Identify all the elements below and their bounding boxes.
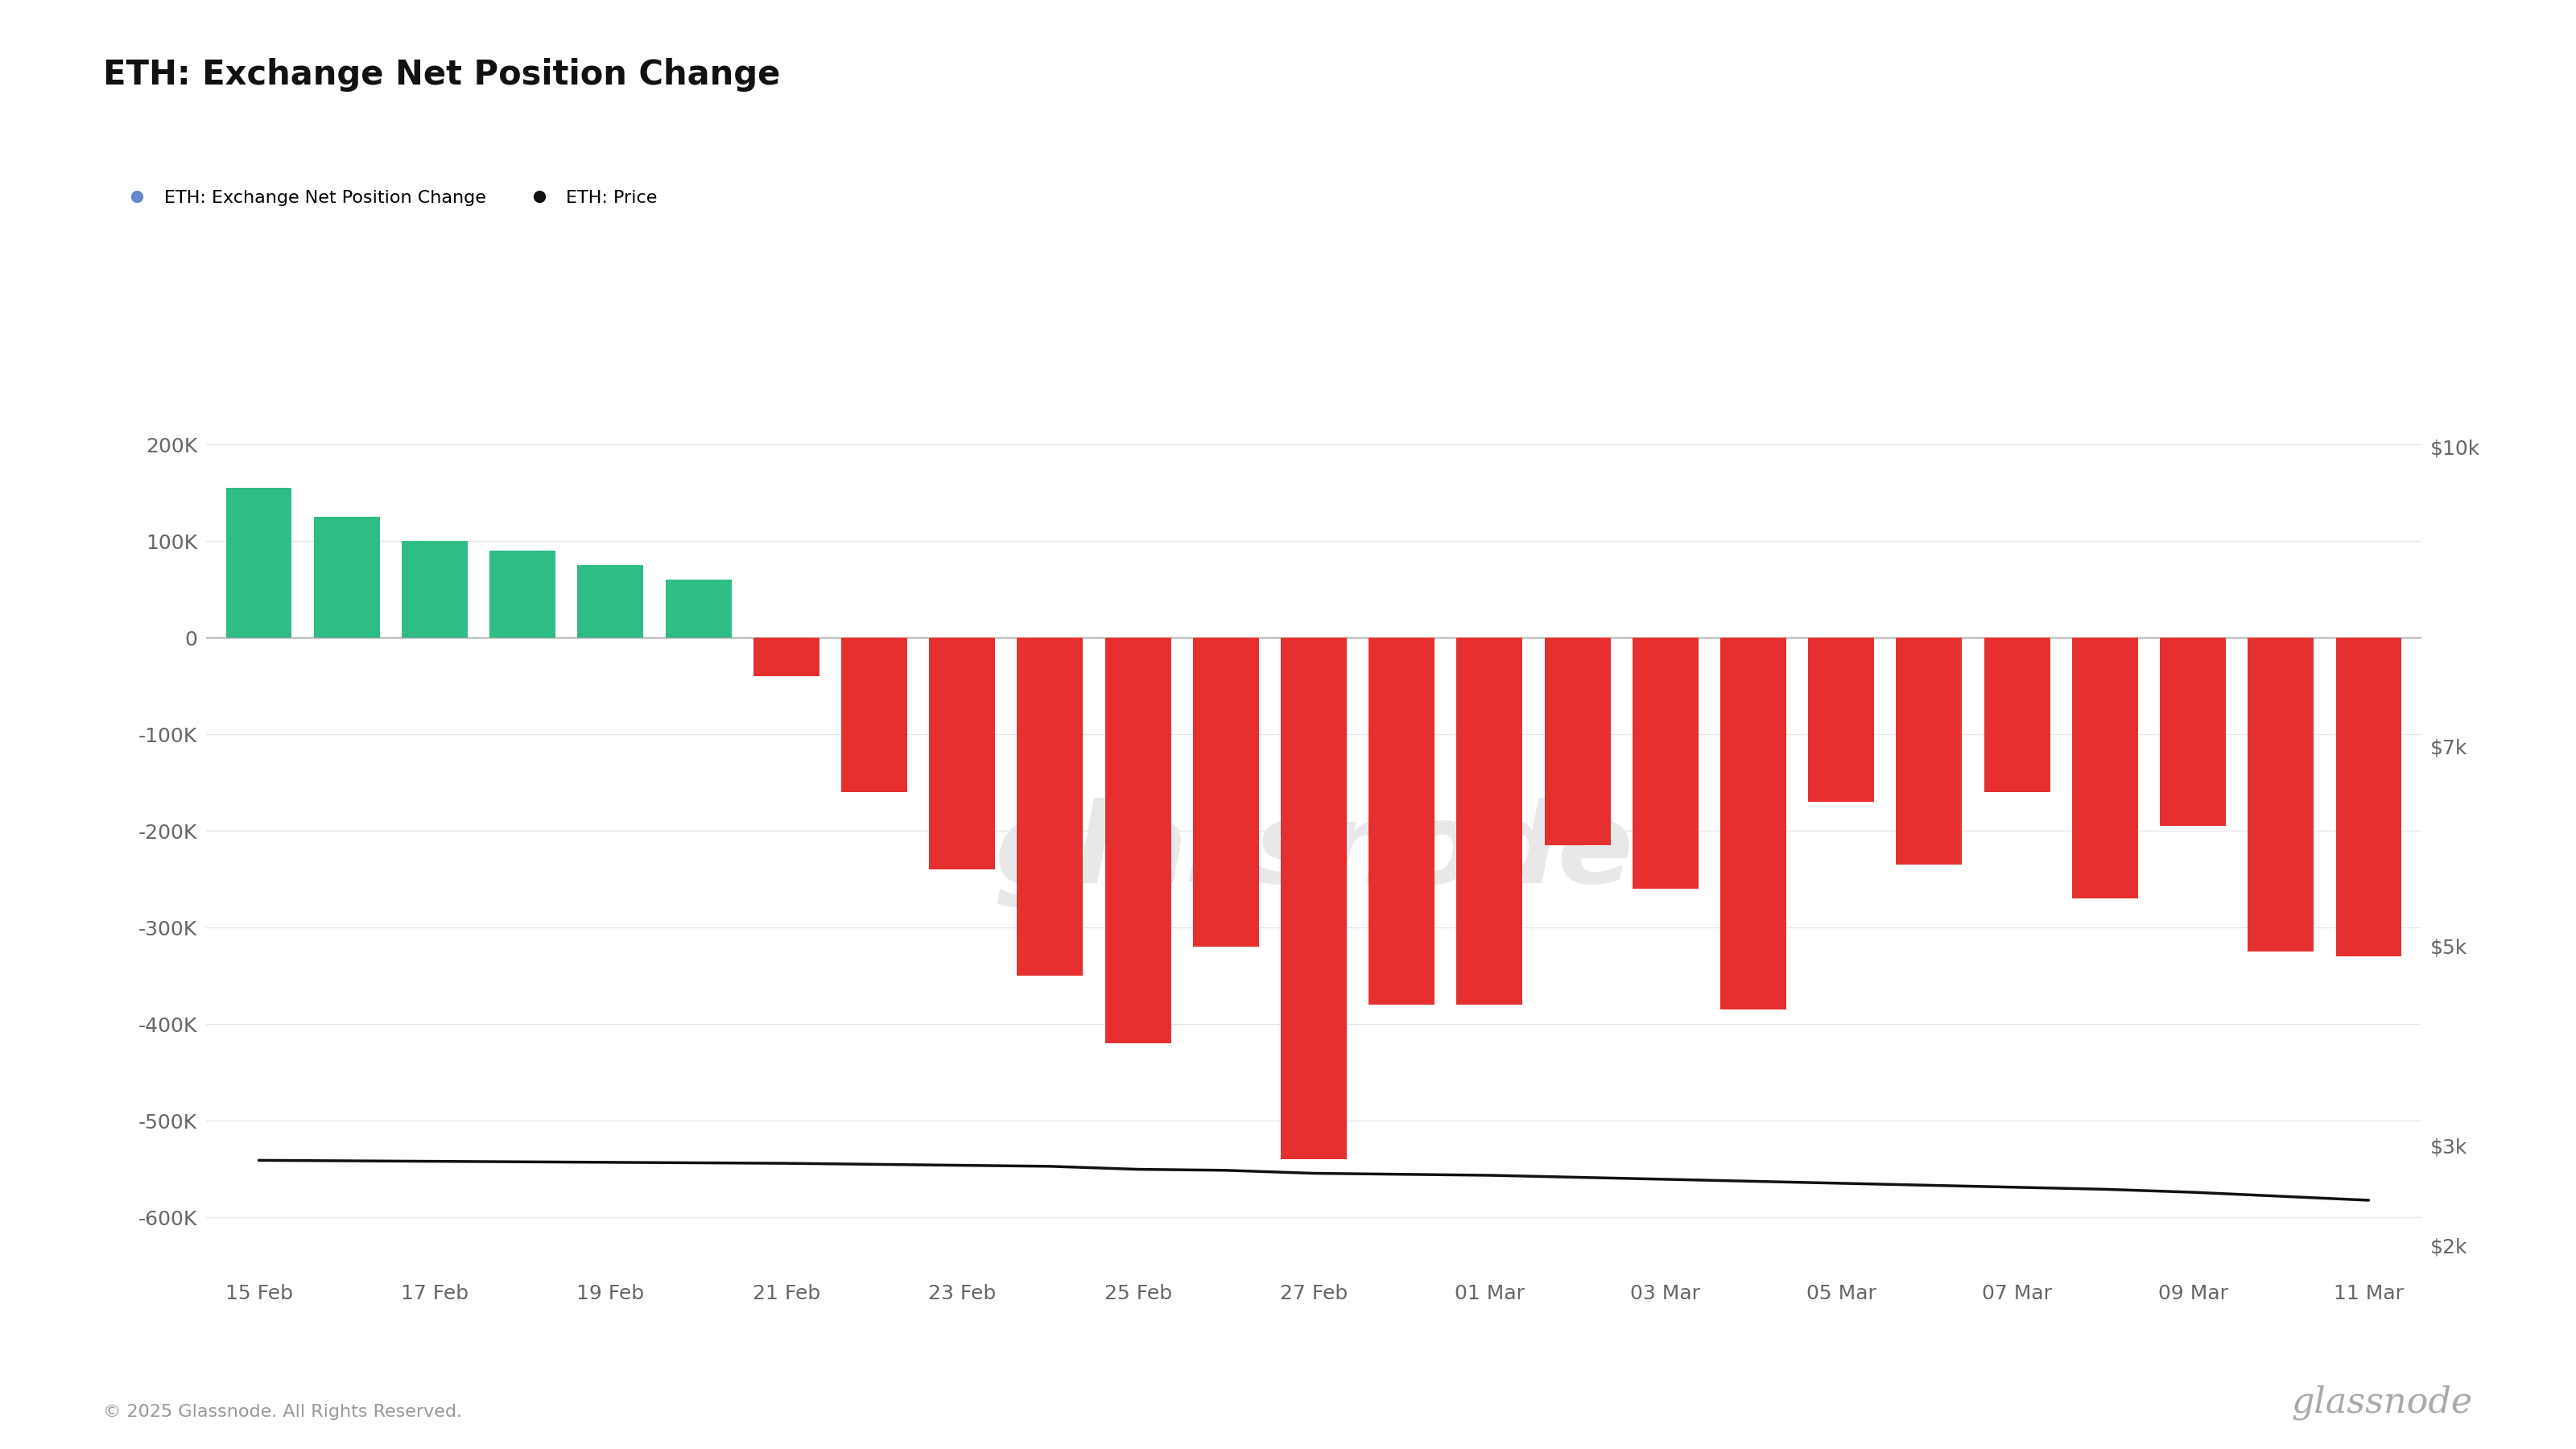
Bar [1633, 638, 1698, 888]
Text: glassnode: glassnode [2293, 1385, 2473, 1420]
Bar [1808, 638, 1875, 801]
Text: glassnode: glassnode [994, 798, 1633, 907]
Text: © 2025 Glassnode. All Rights Reserved.: © 2025 Glassnode. All Rights Reserved. [103, 1404, 461, 1420]
Bar [752, 638, 819, 677]
Bar [1546, 638, 1610, 845]
Bar [2071, 638, 2138, 898]
Bar [1455, 638, 1522, 1004]
Bar [489, 551, 556, 638]
Bar [1984, 638, 2050, 793]
Bar [930, 638, 994, 869]
Bar [1105, 638, 1172, 1043]
Bar [665, 580, 732, 638]
Bar [2336, 638, 2401, 956]
Bar [577, 565, 644, 638]
Bar [2249, 638, 2313, 952]
Bar [402, 540, 469, 638]
Bar [314, 517, 379, 638]
Bar [1193, 638, 1260, 946]
Bar [2159, 638, 2226, 826]
Legend: ETH: Exchange Net Position Change, ETH: Price: ETH: Exchange Net Position Change, ETH: … [111, 183, 665, 213]
Text: ETH: Exchange Net Position Change: ETH: Exchange Net Position Change [103, 58, 781, 91]
Bar [227, 488, 291, 638]
Bar [1018, 638, 1082, 975]
Bar [1280, 638, 1347, 1159]
Bar [1721, 638, 1785, 1010]
Bar [1896, 638, 1963, 865]
Bar [842, 638, 907, 793]
Bar [1368, 638, 1435, 1004]
